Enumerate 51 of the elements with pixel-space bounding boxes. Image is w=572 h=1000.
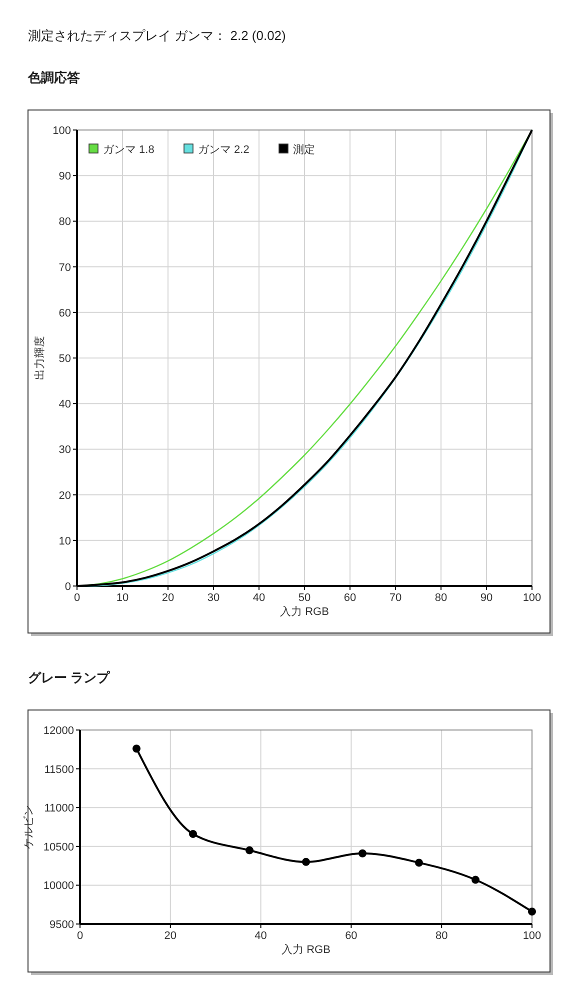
- x-tick-label: 60: [345, 930, 358, 942]
- legend-label: ガンマ 2.2: [198, 144, 250, 156]
- point: [132, 744, 140, 753]
- x-axis-title: 入力 RGB: [280, 605, 329, 618]
- y-tick-label: 0: [64, 581, 71, 593]
- y-tick-label: 90: [58, 170, 71, 183]
- x-tick-label: 100: [522, 592, 542, 604]
- y-tick-label: 60: [58, 307, 71, 320]
- point: [358, 849, 366, 858]
- point: [415, 858, 423, 867]
- y-tick-label: 9500: [50, 919, 74, 931]
- point: [246, 846, 254, 854]
- y-tick-label: 80: [58, 216, 71, 228]
- x-tick-label: 40: [252, 592, 266, 604]
- y-tick-label: 10500: [43, 841, 74, 854]
- y-tick-label: 11000: [44, 802, 74, 815]
- point: [528, 908, 536, 916]
- y-tick-label: 30: [58, 444, 71, 456]
- legend-label: 測定: [293, 143, 315, 156]
- x-tick-label: 80: [435, 930, 448, 942]
- y-tick-label: 20: [58, 490, 71, 502]
- x-tick-label: 50: [298, 592, 311, 604]
- x-tick-label: 60: [344, 592, 356, 604]
- chart-title: グレー ランプ: [28, 670, 111, 685]
- point: [472, 876, 480, 884]
- line-series: [76, 129, 533, 587]
- x-tick-label: 10: [116, 592, 129, 604]
- y-tick-label: 100: [52, 125, 71, 137]
- y-tick-label: 40: [58, 398, 71, 411]
- x-tick-label: 20: [164, 930, 177, 942]
- x-tick-label: 90: [480, 592, 493, 604]
- chart-title: 測定されたディスプレイ ガンマ： 2.2 (0.02): [28, 28, 286, 43]
- x-tick-label: 0: [76, 930, 84, 942]
- y-tick-label: 11500: [44, 764, 74, 776]
- legend-label: ガンマ 1.8: [103, 144, 154, 156]
- x-tick-label: 70: [389, 592, 402, 604]
- y-tick-label: 50: [58, 353, 71, 365]
- y-tick-label: 10: [58, 535, 71, 548]
- x-tick-label: 30: [207, 592, 220, 604]
- x-tick-label: 40: [254, 930, 267, 942]
- chart-subtitle: 色調応答: [27, 70, 80, 85]
- x-tick-label: 100: [522, 930, 542, 942]
- x-axis-title: 入力 RGB: [282, 943, 330, 956]
- y-tick-label: 10000: [43, 880, 74, 892]
- point: [189, 830, 197, 838]
- y-tick-label: 12000: [43, 725, 74, 737]
- x-tick-label: 20: [162, 592, 174, 604]
- y-tick-label: 70: [58, 262, 71, 274]
- x-tick-label: 80: [434, 592, 448, 604]
- y-axis-title: 出力輝度: [33, 336, 46, 380]
- point: [302, 858, 310, 866]
